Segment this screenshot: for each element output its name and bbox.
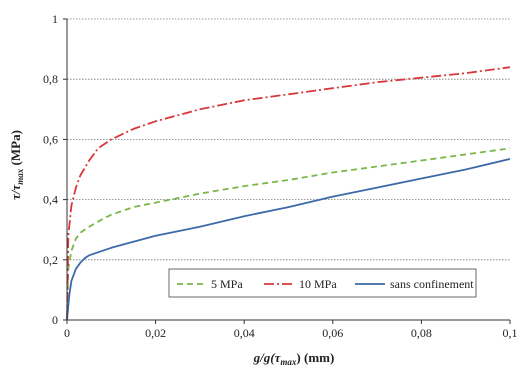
y-axis-label: τ/τmax (MPa) [8, 130, 25, 200]
legend-label-10mpa: 10 MPa [299, 277, 337, 291]
series-line-2 [66, 158, 511, 321]
legend: 5 MPa 10 MPa sans confinement [168, 268, 477, 298]
y-tick-label-5: 1 [52, 12, 58, 26]
series-group [66, 66, 511, 321]
y-tick-label-3: 0,6 [43, 132, 58, 146]
x-tick-label-3: 0,06 [322, 326, 343, 340]
series-line-0 [66, 147, 511, 321]
grid-lines [67, 18, 510, 261]
x-tick-label-1: 0,02 [145, 326, 166, 340]
x-tick-label-2: 0,04 [234, 326, 255, 340]
tick-labels: 0 0,2 0,4 0,6 0,8 1 0 0,02 0,04 0,06 0,08 0,1 [43, 12, 518, 340]
legend-label-sans-confinement: sans confinement [390, 277, 474, 291]
y-tick-label-4: 0,8 [43, 72, 58, 86]
x-tick-label-5: 0,1 [503, 326, 518, 340]
legend-box [168, 268, 477, 298]
x-tick-label-0: 0 [64, 326, 70, 340]
axes [63, 18, 511, 324]
x-axis-label: g/g(τmax) (mm) [253, 350, 335, 367]
series-line-1 [66, 66, 511, 321]
y-tick-label-1: 0,2 [43, 253, 58, 267]
y-tick-label-2: 0,4 [43, 193, 58, 207]
x-tick-label-4: 0,08 [411, 326, 432, 340]
legend-label-5mpa: 5 MPa [211, 277, 243, 291]
y-tick-label-0: 0 [52, 313, 58, 327]
